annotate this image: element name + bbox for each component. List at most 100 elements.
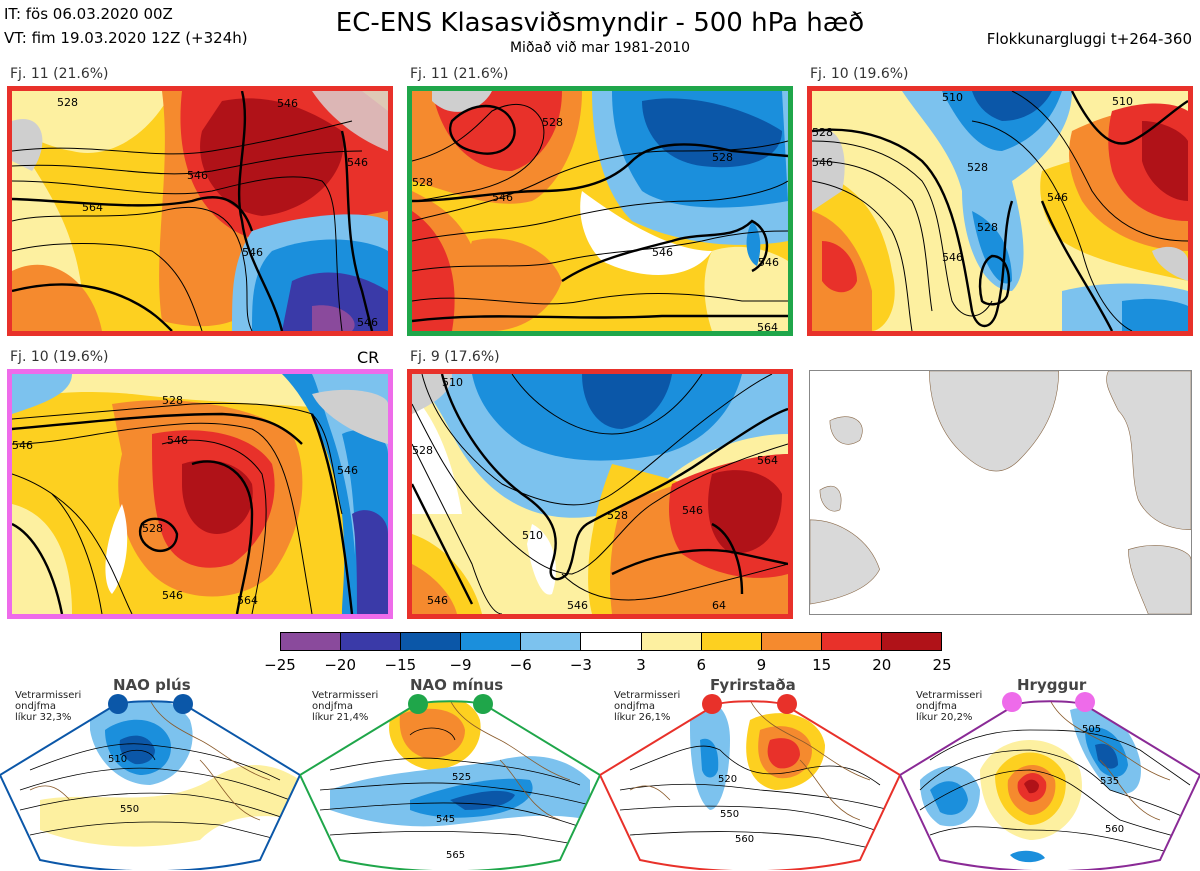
panel-1-label: Fj. 11 (21.6%) bbox=[10, 66, 109, 82]
contour-label: 546 bbox=[812, 156, 833, 169]
contour-label: 546 bbox=[652, 246, 673, 259]
regime-ridge: 505 535 560 bbox=[900, 660, 1200, 870]
regime-label: Fyrirstaða bbox=[710, 676, 796, 694]
contour-label: 546 bbox=[567, 599, 588, 612]
colorbar-swatch bbox=[281, 633, 342, 650]
contour-label: 564 bbox=[82, 201, 103, 214]
page-subtitle: Miðað við mar 1981-2010 bbox=[509, 40, 691, 56]
contour-label: 560 bbox=[1105, 824, 1124, 835]
contour-label: 545 bbox=[436, 814, 455, 825]
base-map bbox=[809, 370, 1192, 615]
contour-label: 546 bbox=[492, 191, 513, 204]
cluster-map-1: 528 546 564 546 546 546 546 bbox=[7, 86, 393, 336]
contour-label: 546 bbox=[242, 246, 263, 259]
contour-label: 546 bbox=[12, 439, 33, 452]
panel-3-label: Fj. 10 (19.6%) bbox=[810, 66, 909, 82]
colorbar-tick-label: −25 bbox=[264, 656, 296, 674]
contour-label: 528 bbox=[967, 161, 988, 174]
contour-label: 546 bbox=[758, 256, 779, 269]
contour-label: 546 bbox=[1047, 191, 1068, 204]
regime-label: NAO plús bbox=[113, 676, 191, 694]
colorbar-swatch bbox=[581, 633, 642, 650]
colorbar-swatch bbox=[461, 633, 522, 650]
colorbar-tick-label: 6 bbox=[696, 656, 707, 674]
regime-note: Vetrarmisseri ondjfma líkur 21,4% bbox=[312, 690, 379, 723]
contour-label: 546 bbox=[167, 434, 188, 447]
contour-label: 510 bbox=[442, 376, 463, 389]
panel-4-label: Fj. 10 (19.6%) bbox=[10, 349, 109, 365]
contour-label: 528 bbox=[162, 394, 183, 407]
regime-label: Hryggur bbox=[1017, 676, 1087, 694]
contour-label: 528 bbox=[142, 522, 163, 535]
contour-label: 565 bbox=[446, 850, 465, 861]
regime-note: Vetrarmisseri ondjfma líkur 26,1% bbox=[614, 690, 681, 723]
colorbar-swatch bbox=[761, 633, 822, 650]
colorbar-swatch bbox=[641, 633, 702, 650]
contour-label: 528 bbox=[712, 151, 733, 164]
contour-label: 560 bbox=[735, 834, 754, 845]
colorbar-tick-label: 15 bbox=[812, 656, 832, 674]
cluster-map-3: 510 510 528 528 546 546 546 528 bbox=[807, 86, 1193, 336]
colorbar-swatch bbox=[341, 633, 402, 650]
contour-label: 525 bbox=[452, 772, 471, 783]
contour-label: 510 bbox=[522, 529, 543, 542]
contour-label: 528 bbox=[412, 444, 433, 457]
panel-4-tag: CR bbox=[357, 348, 380, 367]
contour-label: 505 bbox=[1082, 724, 1101, 735]
contour-label: 546 bbox=[682, 504, 703, 517]
colorbar-tick-label: −6 bbox=[509, 656, 532, 674]
page-title: EC-ENS Klasasviðsmyndir - 500 hPa hæð bbox=[335, 8, 865, 38]
contour-label: 546 bbox=[347, 156, 368, 169]
contour-label: 564 bbox=[237, 594, 258, 607]
init-time: IT: fös 06.03.2020 00Z bbox=[4, 5, 173, 23]
contour-label: 510 bbox=[108, 754, 127, 765]
colorbar bbox=[280, 632, 942, 651]
contour-label: 546 bbox=[357, 316, 378, 329]
panel-5-label: Fj. 9 (17.6%) bbox=[410, 349, 500, 365]
colorbar-swatch bbox=[701, 633, 762, 650]
cluster-map-2: 528 528 546 546 546 528 564 bbox=[407, 86, 793, 336]
contour-label: 546 bbox=[162, 589, 183, 602]
contour-label: 528 bbox=[412, 176, 433, 189]
colorbar-tick-label: 25 bbox=[932, 656, 952, 674]
contour-label: 528 bbox=[57, 96, 78, 109]
contour-label: 510 bbox=[942, 91, 963, 104]
contour-label: 564 bbox=[757, 454, 778, 467]
contour-label: 528 bbox=[542, 116, 563, 129]
colorbar-tick-label: −20 bbox=[324, 656, 356, 674]
colorbar-tick-label: −15 bbox=[384, 656, 417, 674]
valid-time: VT: fim 19.03.2020 12Z (+324h) bbox=[4, 29, 248, 47]
contour-label: 528 bbox=[607, 509, 628, 522]
contour-label: 520 bbox=[718, 774, 737, 785]
regime-blocking: 520 550 560 bbox=[600, 660, 900, 870]
cluster-map-5: 510 528 510 528 546 546 564 546 64 bbox=[407, 369, 793, 619]
contour-label: 528 bbox=[812, 126, 833, 139]
contour-label: 510 bbox=[1112, 95, 1133, 108]
contour-label: 550 bbox=[120, 804, 139, 815]
contour-label: 535 bbox=[1100, 776, 1119, 787]
contour-label: 64 bbox=[712, 599, 726, 612]
classification-window: Flokkunargluggi t+264-360 bbox=[986, 30, 1192, 48]
regime-note: Vetrarmisseri ondjfma líkur 20,2% bbox=[916, 690, 983, 723]
colorbar-tick-label: 20 bbox=[872, 656, 892, 674]
contour-label: 546 bbox=[277, 97, 298, 110]
colorbar-swatch bbox=[821, 633, 882, 650]
panel-2-label: Fj. 11 (21.6%) bbox=[410, 66, 509, 82]
contour-label: 528 bbox=[977, 221, 998, 234]
colorbar-tick-label: 9 bbox=[756, 656, 767, 674]
colorbar-tick-label: 3 bbox=[636, 656, 646, 674]
colorbar-tick-label: −9 bbox=[449, 656, 472, 674]
contour-label: 564 bbox=[757, 321, 778, 331]
regime-nao-minus: 525 545 565 bbox=[300, 660, 600, 870]
regime-label: NAO mínus bbox=[410, 676, 504, 694]
regime-note: Vetrarmisseri ondjfma líkur 32,3% bbox=[15, 690, 82, 723]
colorbar-swatch bbox=[881, 633, 942, 650]
contour-label: 546 bbox=[942, 251, 963, 264]
contour-label: 546 bbox=[187, 169, 208, 182]
contour-label: 546 bbox=[427, 594, 448, 607]
colorbar-swatch bbox=[521, 633, 582, 650]
contour-label: 546 bbox=[337, 464, 358, 477]
cluster-map-4: 528 546 528 546 546 564 546 bbox=[7, 369, 393, 619]
colorbar-tick-label: −3 bbox=[569, 656, 592, 674]
contour-label: 550 bbox=[720, 809, 739, 820]
